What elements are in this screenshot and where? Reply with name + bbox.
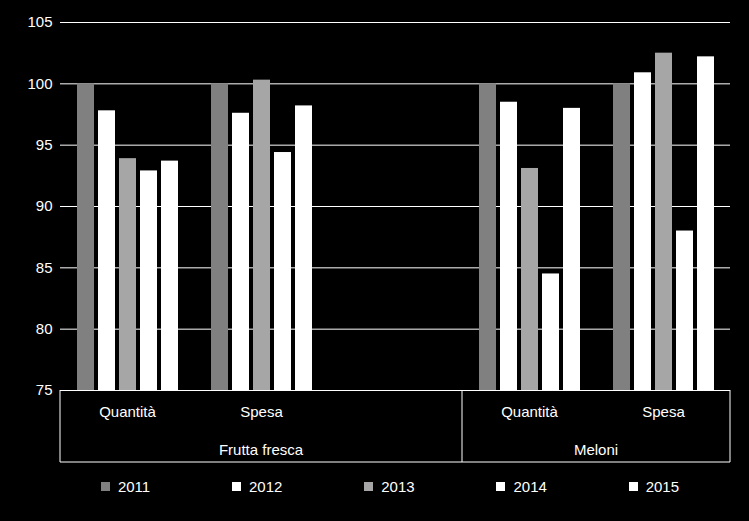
html-text:2011: 2011 (117, 478, 151, 495)
svg-text:105: 105 (27, 13, 52, 30)
html-text:2014: 2014 (513, 478, 547, 495)
svg-text:85: 85 (36, 259, 53, 276)
svg-text:Spesa: Spesa (240, 403, 283, 420)
svg-text:95: 95 (36, 136, 53, 153)
svg-text:100: 100 (27, 75, 52, 92)
html-text:2015: 2015 (645, 478, 680, 495)
html-text:2013: 2013 (381, 478, 415, 495)
svg-text:75: 75 (36, 381, 53, 398)
svg-text:Quantità: Quantità (99, 403, 156, 420)
svg-text:Meloni: Meloni (574, 441, 618, 458)
svg-text:90: 90 (36, 197, 53, 214)
svg-text:Spesa: Spesa (642, 403, 685, 420)
html-text:2012: 2012 (249, 478, 283, 495)
svg-text:Quantità: Quantità (501, 403, 558, 420)
svg-text:Frutta fresca: Frutta fresca (219, 441, 304, 458)
svg-text:80: 80 (36, 320, 53, 337)
